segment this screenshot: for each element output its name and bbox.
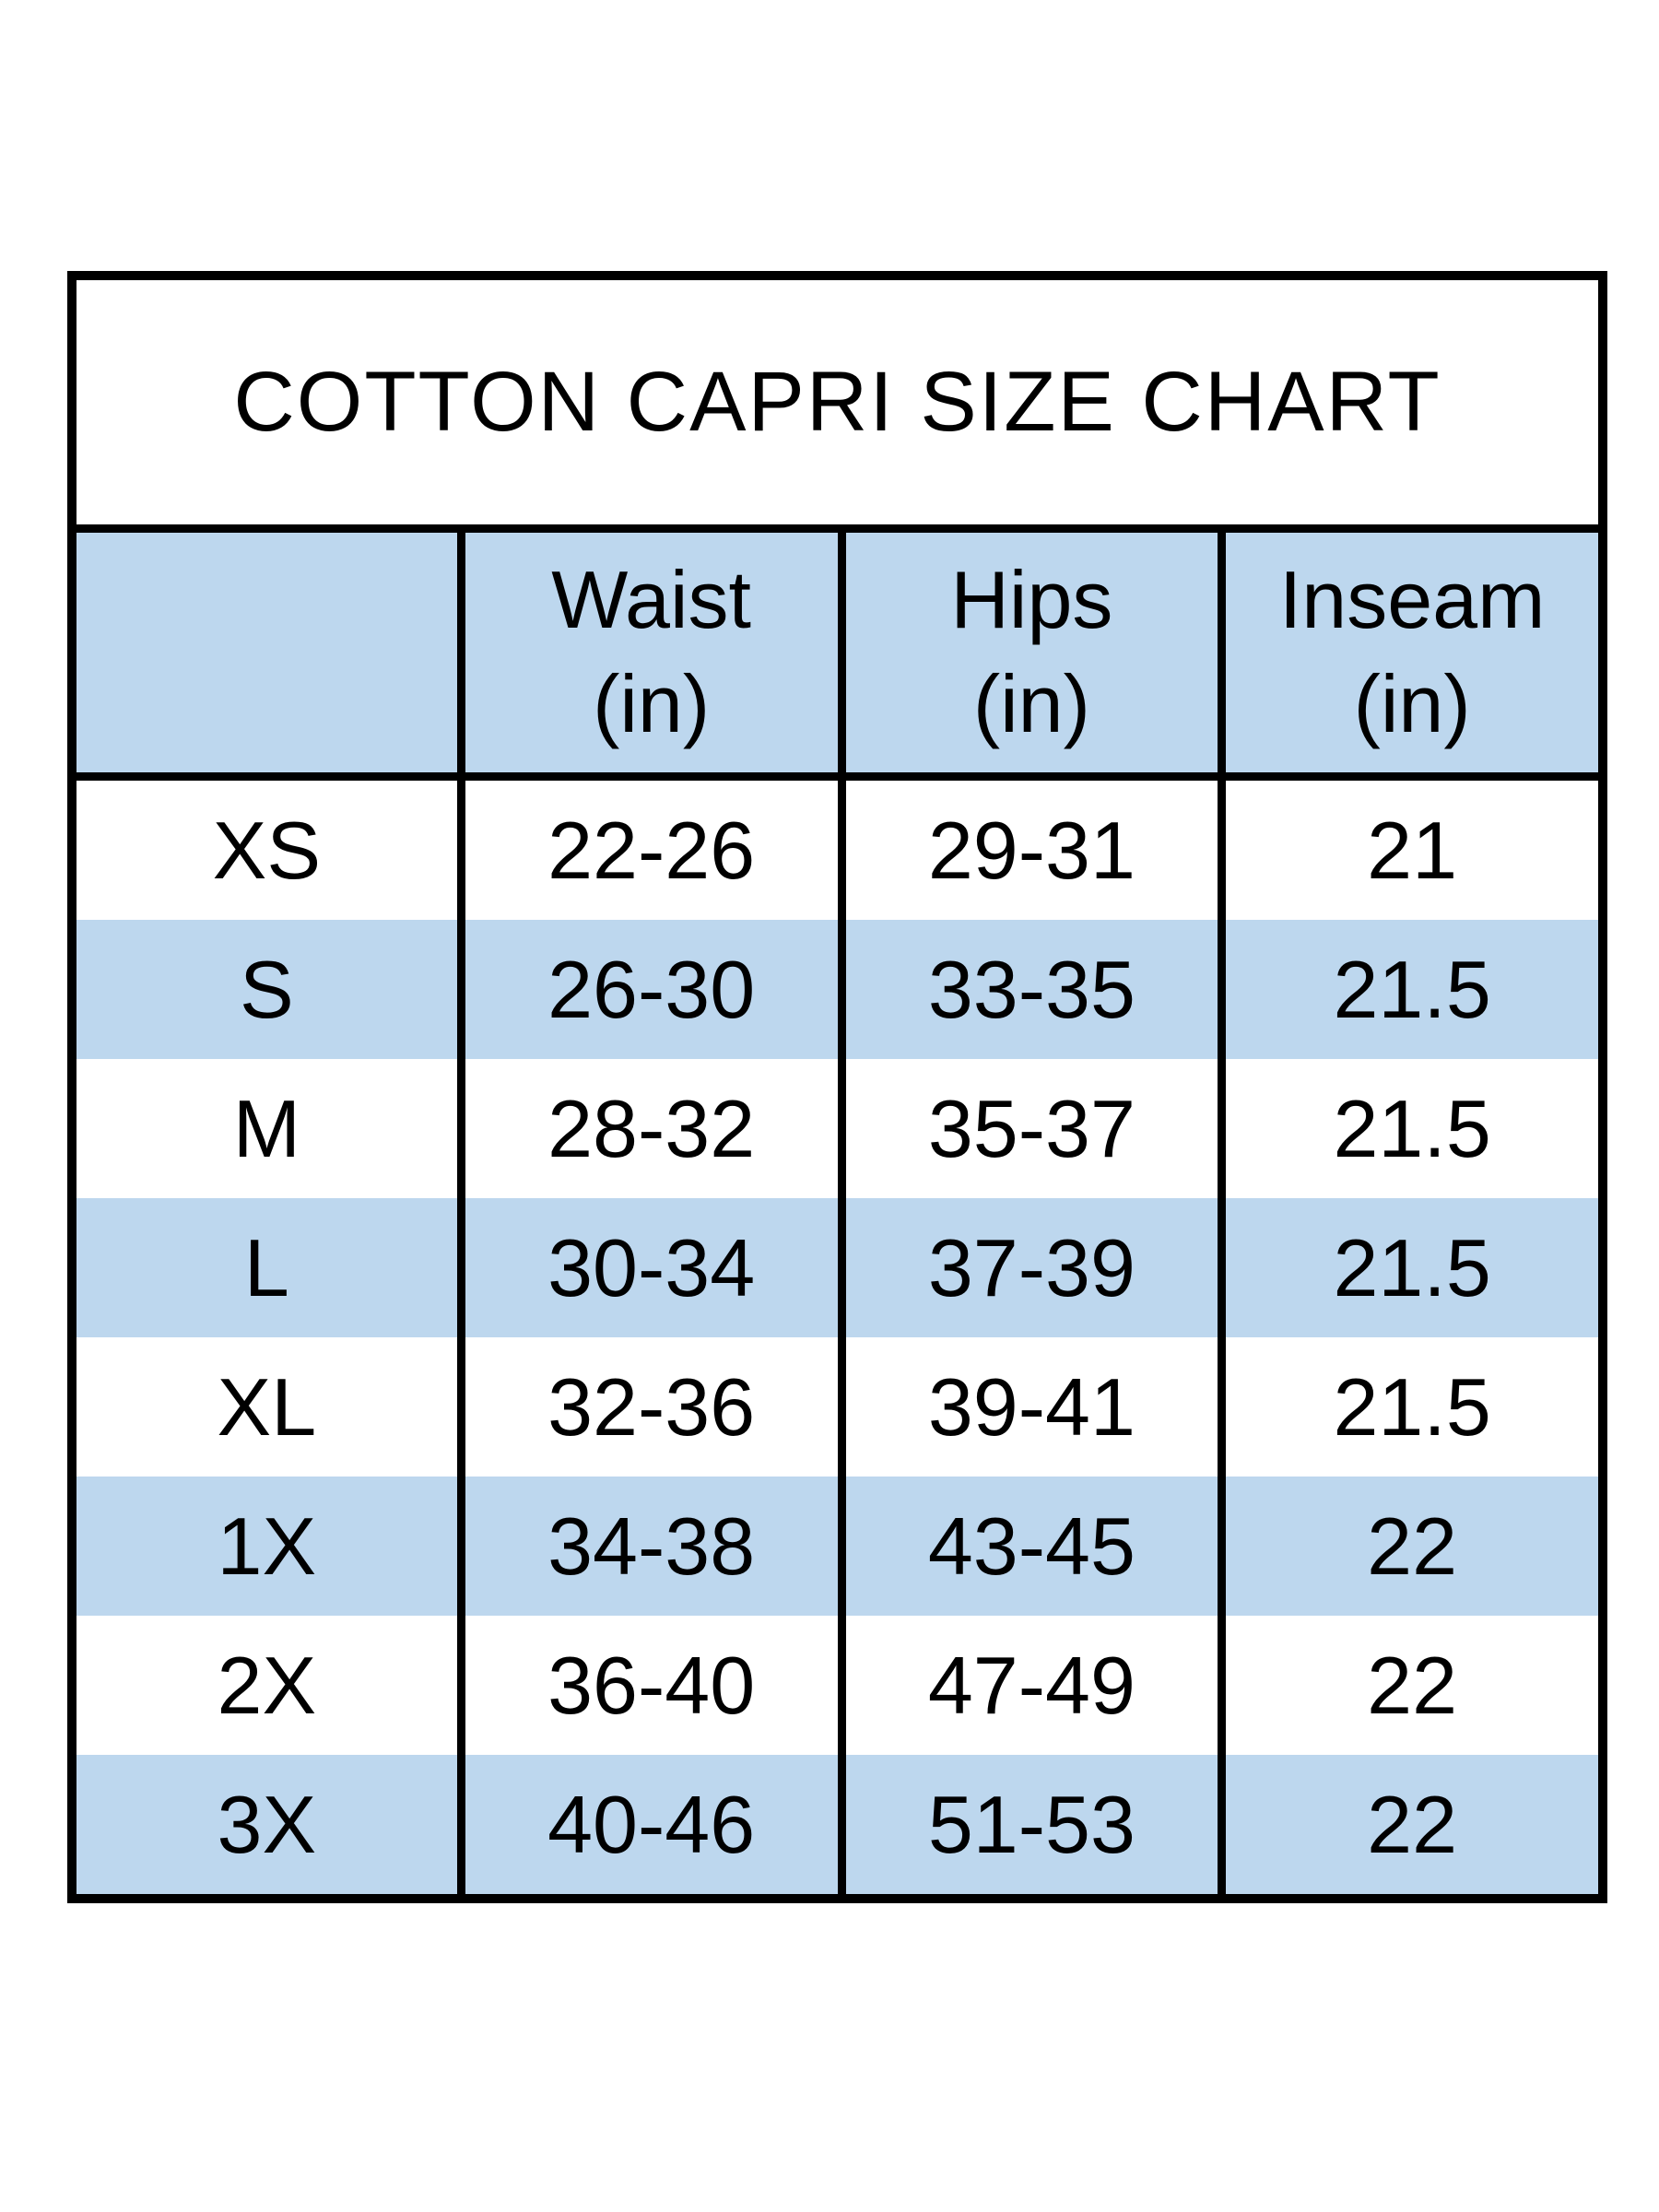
waist-cell: 40-46: [456, 1755, 838, 1894]
hips-cell: 51-53: [837, 1755, 1218, 1894]
hips-cell: 35-37: [837, 1059, 1218, 1198]
hips-cell: 29-31: [837, 781, 1218, 920]
table-row-l: L 30-34 37-39 21.5: [76, 1198, 1598, 1337]
waist-cell: 26-30: [456, 920, 838, 1059]
table-row-m: M 28-32 35-37 21.5: [76, 1059, 1598, 1198]
waist-cell: 32-36: [456, 1337, 838, 1477]
inseam-cell: 22: [1218, 1477, 1598, 1616]
inseam-cell: 21.5: [1218, 1059, 1598, 1198]
column-header-size: [76, 533, 457, 772]
waist-cell: 28-32: [456, 1059, 838, 1198]
size-chart-table: COTTON CAPRI SIZE CHART Waist (in) Hips …: [67, 271, 1607, 1903]
column-header-hips: Hips (in): [837, 533, 1218, 772]
waist-cell: 34-38: [456, 1477, 838, 1616]
table-body: XS 22-26 29-31 21 S 26-30 33-35 21.5 M 2…: [76, 781, 1598, 1894]
size-cell: XL: [76, 1337, 457, 1477]
waist-cell: 36-40: [456, 1616, 838, 1755]
table-row-2x: 2X 36-40 47-49 22: [76, 1616, 1598, 1755]
header-row: Waist (in) Hips (in) Inseam (in): [76, 533, 1598, 781]
inseam-cell: 21: [1218, 781, 1598, 920]
title-row: COTTON CAPRI SIZE CHART: [76, 280, 1598, 533]
inseam-cell: 21.5: [1218, 920, 1598, 1059]
size-cell: 2X: [76, 1616, 457, 1755]
hips-cell: 39-41: [837, 1337, 1218, 1477]
size-cell: 1X: [76, 1477, 457, 1616]
inseam-cell: 21.5: [1218, 1337, 1598, 1477]
table-row-xl: XL 32-36 39-41 21.5: [76, 1337, 1598, 1477]
hips-cell: 43-45: [837, 1477, 1218, 1616]
hips-cell: 37-39: [837, 1198, 1218, 1337]
column-header-waist-unit: (in): [593, 658, 711, 749]
table-row-1x: 1X 34-38 43-45 22: [76, 1477, 1598, 1616]
waist-cell: 30-34: [456, 1198, 838, 1337]
size-cell: S: [76, 920, 457, 1059]
inseam-cell: 22: [1218, 1616, 1598, 1755]
table-row-3x: 3X 40-46 51-53 22: [76, 1755, 1598, 1894]
table-row-s: S 26-30 33-35 21.5: [76, 920, 1598, 1059]
size-cell: XS: [76, 781, 457, 920]
chart-title: COTTON CAPRI SIZE CHART: [233, 355, 1441, 449]
inseam-cell: 21.5: [1218, 1198, 1598, 1337]
column-header-hips-label: Hips: [950, 554, 1113, 646]
inseam-cell: 22: [1218, 1755, 1598, 1894]
column-header-inseam: Inseam (in): [1218, 533, 1598, 772]
waist-cell: 22-26: [456, 781, 838, 920]
column-header-inseam-unit: (in): [1353, 658, 1471, 749]
hips-cell: 47-49: [837, 1616, 1218, 1755]
table-row-xs: XS 22-26 29-31 21: [76, 781, 1598, 920]
column-header-hips-unit: (in): [972, 658, 1090, 749]
hips-cell: 33-35: [837, 920, 1218, 1059]
column-header-waist-label: Waist: [551, 554, 751, 646]
column-header-inseam-label: Inseam: [1278, 554, 1546, 646]
size-cell: L: [76, 1198, 457, 1337]
size-cell: M: [76, 1059, 457, 1198]
size-cell: 3X: [76, 1755, 457, 1894]
column-header-waist: Waist (in): [456, 533, 838, 772]
